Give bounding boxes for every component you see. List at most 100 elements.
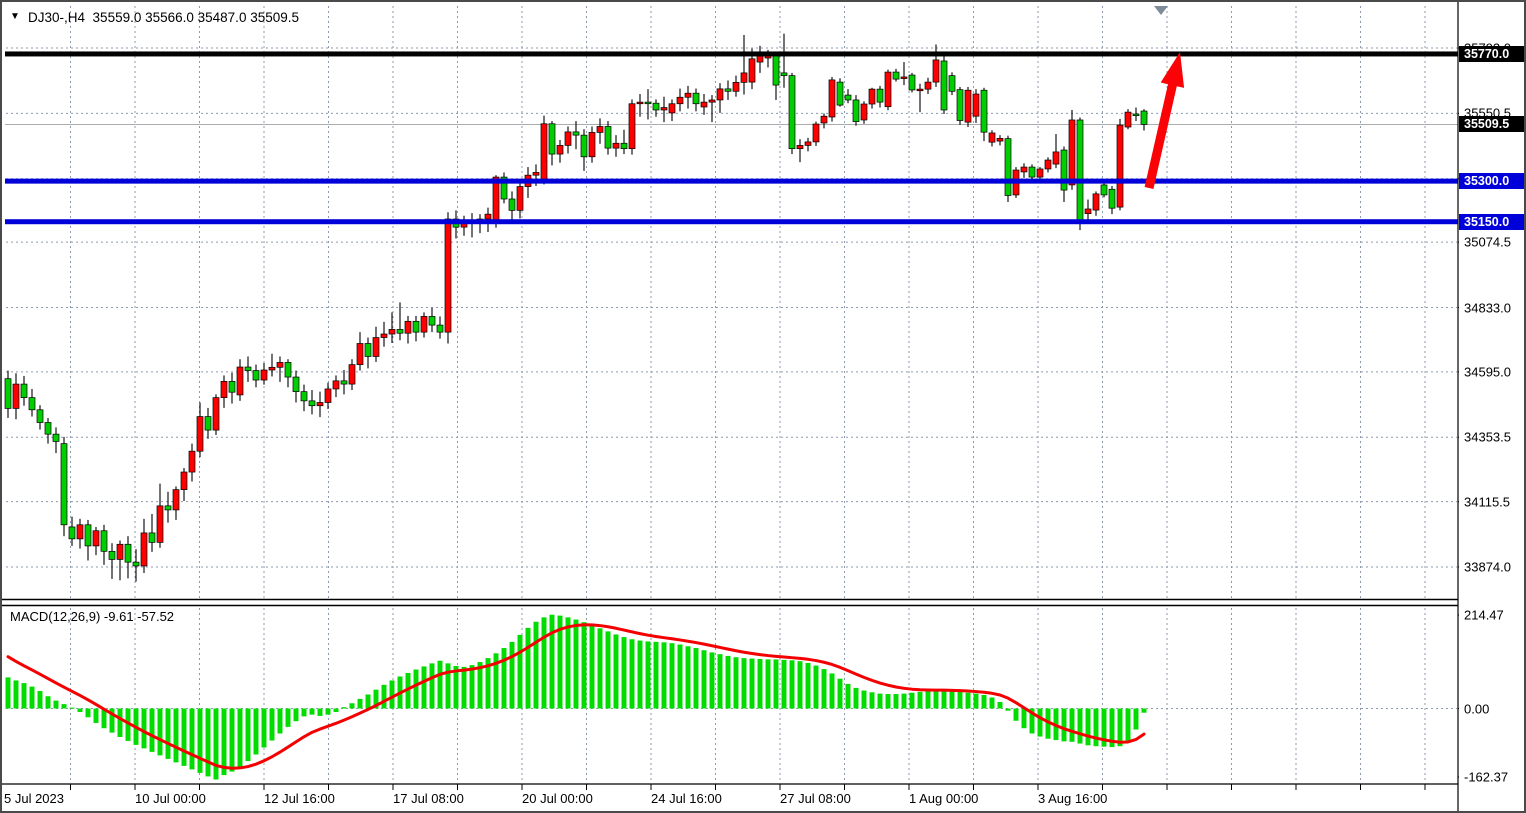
macd-histogram-bar (29, 686, 35, 709)
candle-body (316, 402, 324, 407)
macd-histogram-bar (277, 708, 283, 734)
candle-body (700, 101, 708, 108)
candle-body (268, 366, 276, 371)
macd-histogram-bar (821, 669, 827, 709)
macd-histogram-bar (517, 634, 523, 709)
macd-histogram-bar (829, 673, 835, 709)
candle-body (1028, 166, 1036, 178)
macd-histogram-bar (669, 643, 675, 709)
candle-body (988, 132, 996, 143)
candle-body (1100, 184, 1108, 196)
macd-histogram-bar (1133, 708, 1139, 730)
macd-histogram-bar (69, 707, 75, 709)
candle-body (892, 71, 900, 80)
time-axis-label: 27 Jul 08:00 (780, 791, 851, 806)
macd-histogram-bar (637, 640, 643, 709)
candle-body (220, 381, 228, 398)
price-scale[interactable] (1459, 2, 1524, 811)
candle-body (636, 101, 644, 105)
macd-histogram-bar (981, 694, 987, 709)
macd-histogram-bar (925, 690, 931, 709)
macd-histogram-bar (253, 708, 259, 755)
time-axis-label: 10 Jul 00:00 (135, 791, 206, 806)
macd-histogram-bar (597, 628, 603, 709)
candle-body (924, 81, 932, 90)
macd-histogram-bar (85, 708, 91, 718)
candle-body (652, 102, 660, 111)
candle-body (796, 145, 804, 150)
macd-histogram-bar (557, 615, 563, 709)
macd-histogram-bar (837, 678, 843, 709)
macd-histogram-bar (381, 684, 387, 709)
chart-shift-marker-icon[interactable] (1154, 6, 1168, 15)
macd-histogram-bar (677, 644, 683, 709)
macd-histogram-bar (693, 648, 699, 709)
macd-histogram-bar (541, 617, 547, 709)
macd-histogram-bar (373, 689, 379, 709)
macd-histogram-bar (861, 690, 867, 709)
macd-histogram-bar (101, 708, 107, 729)
macd-histogram-bar (1093, 708, 1099, 747)
macd-histogram-bar (501, 648, 507, 709)
price-axis-label: 35074.5 (1464, 234, 1511, 250)
macd-histogram-bar (509, 641, 515, 709)
candle-body (180, 471, 188, 490)
candle-body (516, 186, 524, 211)
macd-histogram-bar (341, 707, 347, 709)
candle-body (116, 543, 124, 560)
horizontal-level-line[interactable] (5, 178, 1458, 184)
candle-body (428, 316, 436, 326)
macd-histogram-bar (61, 704, 67, 709)
candle-body (1108, 188, 1116, 209)
candle-body (836, 81, 844, 106)
candle-body (356, 343, 364, 365)
candle-body (252, 370, 260, 381)
price-level-badge: 35150.0 (1459, 213, 1524, 230)
chart-title-symbol: DJ30-,H4 (28, 10, 86, 25)
time-axis-label: 17 Jul 08:00 (393, 791, 464, 806)
macd-histogram-bar (221, 708, 227, 776)
up-arrow-annotation[interactable] (1144, 52, 1185, 189)
macd-histogram-bar (965, 692, 971, 709)
candle-body (844, 94, 852, 101)
candle-body (212, 397, 220, 431)
macd-histogram-bar (645, 641, 651, 709)
macd-histogram-bar (125, 708, 131, 741)
candle-body (1116, 124, 1124, 208)
macd-histogram-bar (445, 663, 451, 709)
macd-histogram-bar (781, 659, 787, 709)
candle-body (692, 92, 700, 105)
horizontal-level-line[interactable] (5, 219, 1458, 225)
candle-body (196, 416, 204, 452)
macd-histogram-bar (21, 683, 27, 709)
macd-histogram-bar (901, 693, 907, 709)
candle-body (28, 397, 36, 411)
chart-title-spacer (85, 10, 93, 25)
candle-body (380, 333, 388, 338)
candle-body (708, 99, 716, 103)
macd-histogram-bar (37, 690, 43, 709)
candle-body (964, 89, 972, 123)
time-axis-label: 12 Jul 16:00 (264, 791, 335, 806)
price-axis-label: 34833.0 (1464, 300, 1511, 315)
candle-body (140, 532, 148, 567)
macd-histogram-bar (621, 637, 627, 709)
symbol-dropdown-icon[interactable]: ▼ (10, 11, 20, 22)
candle-body (580, 134, 588, 158)
macd-histogram-bar (989, 697, 995, 709)
macd-histogram-bar (237, 708, 243, 767)
candle-body (332, 380, 340, 390)
time-axis-label: 20 Jul 00:00 (522, 791, 593, 806)
candle-body (68, 526, 76, 540)
candle-body (908, 74, 916, 91)
horizontal-level-line[interactable] (5, 51, 1458, 57)
macd-histogram-bar (405, 673, 411, 709)
candle-body (596, 126, 604, 133)
macd-histogram-bar (853, 687, 859, 709)
candle-body (412, 320, 420, 333)
time-axis-label: 5 Jul 2023 (4, 791, 64, 806)
candle-body (420, 316, 428, 333)
macd-histogram-bar (725, 655, 731, 709)
candle-body (124, 543, 132, 563)
